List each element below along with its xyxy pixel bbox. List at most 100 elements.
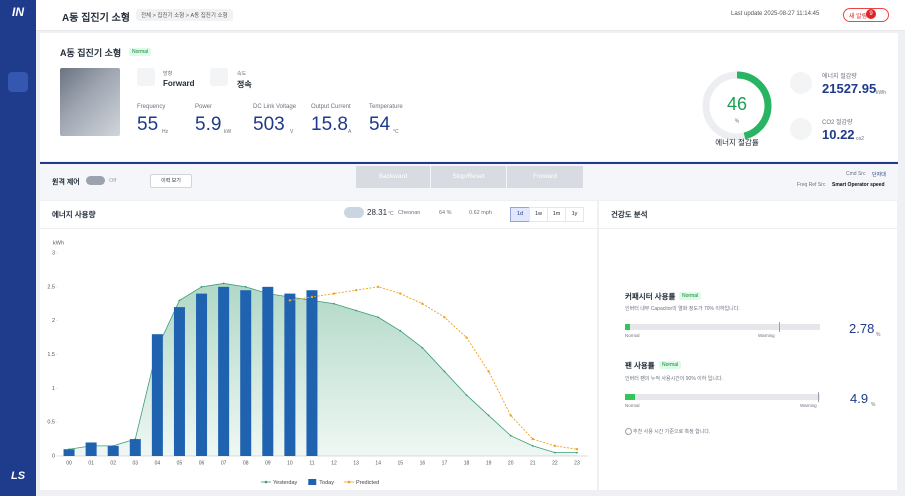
health-name: 팬 사용률: [625, 361, 655, 370]
energy-title: 에너지 사용량: [52, 210, 96, 219]
bar: [63, 449, 75, 456]
x-tick-label: 04: [155, 460, 161, 466]
health-desc: 인버터 팬의 누적 사용시간이 90% 이하 입니다.: [625, 376, 723, 382]
gauge-value: 46: [727, 94, 747, 114]
divider: [40, 162, 898, 164]
point: [553, 451, 556, 454]
point: [421, 302, 424, 305]
bar: [129, 439, 141, 456]
health-value: 4.9: [850, 391, 869, 406]
sidebar-footer: LS: [11, 470, 26, 482]
device-image: [60, 68, 120, 136]
metric-value: 55: [137, 114, 159, 135]
point: [399, 329, 402, 332]
metric-value: 5.9: [195, 114, 222, 135]
legend-swatch: [308, 479, 317, 485]
x-tick-label: 14: [375, 460, 381, 466]
x-tick-label: 07: [221, 460, 227, 466]
control-button[interactable]: Stop/Reset: [431, 166, 506, 188]
control-button[interactable]: Backward: [356, 166, 430, 188]
metric-unit: V: [290, 129, 294, 135]
x-tick-label: 23: [574, 460, 580, 466]
cmd-src: 단자대: [872, 172, 886, 178]
alarm-count: 9: [866, 9, 876, 19]
cmd-src-label: Cmd Src: [846, 171, 866, 177]
warning-marker: [779, 322, 780, 332]
metric-unit: A: [348, 129, 352, 135]
health-status: Normal: [659, 361, 682, 369]
gauge-arc: [702, 71, 772, 141]
metric-label: DC Link Voltage: [253, 104, 297, 110]
point: [531, 437, 534, 441]
point: [487, 414, 490, 417]
point: [399, 292, 402, 295]
legend-swatch: [264, 480, 268, 484]
metric-label: Power: [195, 104, 213, 110]
health-note: 추천 사용 시간 기준으로 측정 합니다.: [633, 429, 711, 435]
x-tick-label: 19: [486, 460, 492, 466]
point: [355, 309, 358, 312]
point: [200, 285, 203, 288]
saving-label: 에너지 절감량: [822, 74, 857, 80]
bar: [218, 286, 230, 456]
toggle-label: Off: [109, 178, 117, 184]
x-tick-label: 03: [133, 460, 139, 466]
history-button[interactable]: 이력 보기: [150, 174, 192, 188]
health-card: [599, 201, 897, 490]
point: [465, 394, 468, 396]
x-tick-label: 15: [398, 460, 404, 466]
bar: [173, 307, 185, 456]
control-title: 원격 제어: [52, 179, 80, 186]
temperature: 28.31: [367, 208, 388, 217]
x-tick-label: 10: [287, 460, 293, 466]
metric-value: 503: [253, 114, 285, 135]
last-update: Last update 2025-08-27 11:14:45: [731, 11, 820, 17]
weather-icon: [344, 207, 364, 218]
y-tick-label: 3: [52, 250, 55, 256]
point: [576, 451, 578, 454]
humidity: 64 %: [439, 210, 452, 216]
logo: IN: [12, 5, 24, 19]
bar: [306, 290, 318, 456]
alarm-button[interactable]: [843, 8, 889, 22]
point: [310, 295, 314, 299]
freq-src-label: Freq Ref Src: [797, 182, 826, 188]
speed: 정속: [237, 80, 252, 89]
point: [553, 444, 557, 448]
x-tick-label: 18: [464, 460, 470, 466]
legend-swatch: [347, 480, 351, 484]
health-low: Normal: [625, 333, 640, 338]
toggle[interactable]: [86, 176, 105, 185]
control-button[interactable]: Forward: [507, 166, 583, 188]
point: [244, 285, 247, 288]
freq-src: Smart Operator speed: [832, 182, 885, 188]
nav-active[interactable]: [8, 72, 28, 92]
bar: [262, 286, 274, 456]
x-tick-label: 16: [420, 460, 426, 466]
point: [443, 316, 446, 319]
x-tick-label: 02: [110, 460, 116, 466]
range-button[interactable]: 1y: [565, 207, 584, 222]
bar: [151, 334, 163, 456]
x-tick-label: 13: [353, 460, 359, 466]
point: [465, 336, 468, 339]
health-status: Normal: [679, 292, 702, 300]
saving-unit: kWh: [876, 90, 886, 96]
range-button[interactable]: 1d: [510, 207, 530, 222]
speed-icon: [210, 68, 228, 86]
wind: 0.62 mph: [469, 210, 492, 216]
health-desc: 인버터 내부 Capacitor의 열화 정도가 70% 이하입니다.: [625, 306, 740, 312]
x-tick-label: 17: [442, 460, 448, 466]
speed-label: 속도: [237, 71, 247, 77]
area-fill: [69, 283, 577, 456]
bar: [284, 293, 296, 456]
y-tick-label: 1.5: [47, 352, 55, 358]
breadcrumb[interactable]: 전체 > 집진기 소형 > A동 집진기 소형: [136, 9, 233, 21]
point: [487, 370, 490, 373]
warning-marker: [818, 392, 819, 402]
y-tick-label: 0.5: [47, 420, 55, 426]
point: [288, 299, 292, 302]
metric-label: Frequency: [137, 104, 166, 110]
city: Cheonan: [398, 210, 421, 216]
energy-icon: [790, 72, 812, 94]
